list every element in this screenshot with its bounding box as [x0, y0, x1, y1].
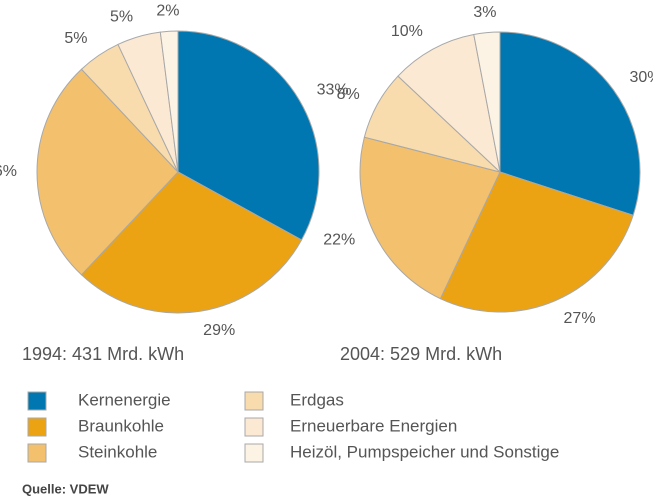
pie-slice: [499, 31, 641, 216]
legend-swatch: [244, 443, 264, 463]
legend-swatch: [244, 391, 264, 411]
legend-label: Erdgas: [290, 390, 344, 409]
legend-label: Heizöl, Pumpspeicher und Sonstige: [290, 442, 559, 461]
value-label: 26%: [0, 163, 17, 180]
pie-slice: [397, 33, 501, 174]
value-label: 5%: [64, 30, 87, 47]
value-label: 22%: [323, 231, 355, 248]
legend-swatch: [244, 417, 264, 437]
legend-swatch: [27, 417, 47, 437]
chart-caption: 2004: 529 Mrd. kWh: [340, 344, 502, 364]
pie-slice: [36, 68, 179, 276]
value-label: 33%: [317, 81, 349, 98]
value-label: 8%: [337, 86, 360, 103]
pie-slice: [439, 171, 634, 313]
value-label: 27%: [564, 310, 596, 327]
pie-slice: [359, 136, 501, 300]
value-label: 3%: [473, 4, 496, 21]
legend-label: Kernenergie: [78, 390, 171, 409]
value-label: 29%: [203, 322, 235, 339]
pie-slice: [159, 30, 179, 173]
value-label: 30%: [629, 69, 653, 86]
legend-label: Steinkohle: [78, 442, 157, 461]
value-label: 5%: [110, 9, 133, 26]
legend-label: Braunkohle: [78, 416, 164, 435]
value-label: 10%: [391, 23, 423, 40]
pie-slice: [177, 30, 320, 241]
value-label: 2%: [156, 3, 179, 20]
pie-slice: [473, 31, 501, 173]
chart-caption: 1994: 431 Mrd. kWh: [22, 344, 184, 364]
legend-swatch: [27, 391, 47, 411]
legend-label: Erneuerbare Energien: [290, 416, 457, 435]
source: Quelle: VDEW: [22, 481, 109, 496]
legend-swatch: [27, 443, 47, 463]
pie-slice: [80, 171, 303, 314]
